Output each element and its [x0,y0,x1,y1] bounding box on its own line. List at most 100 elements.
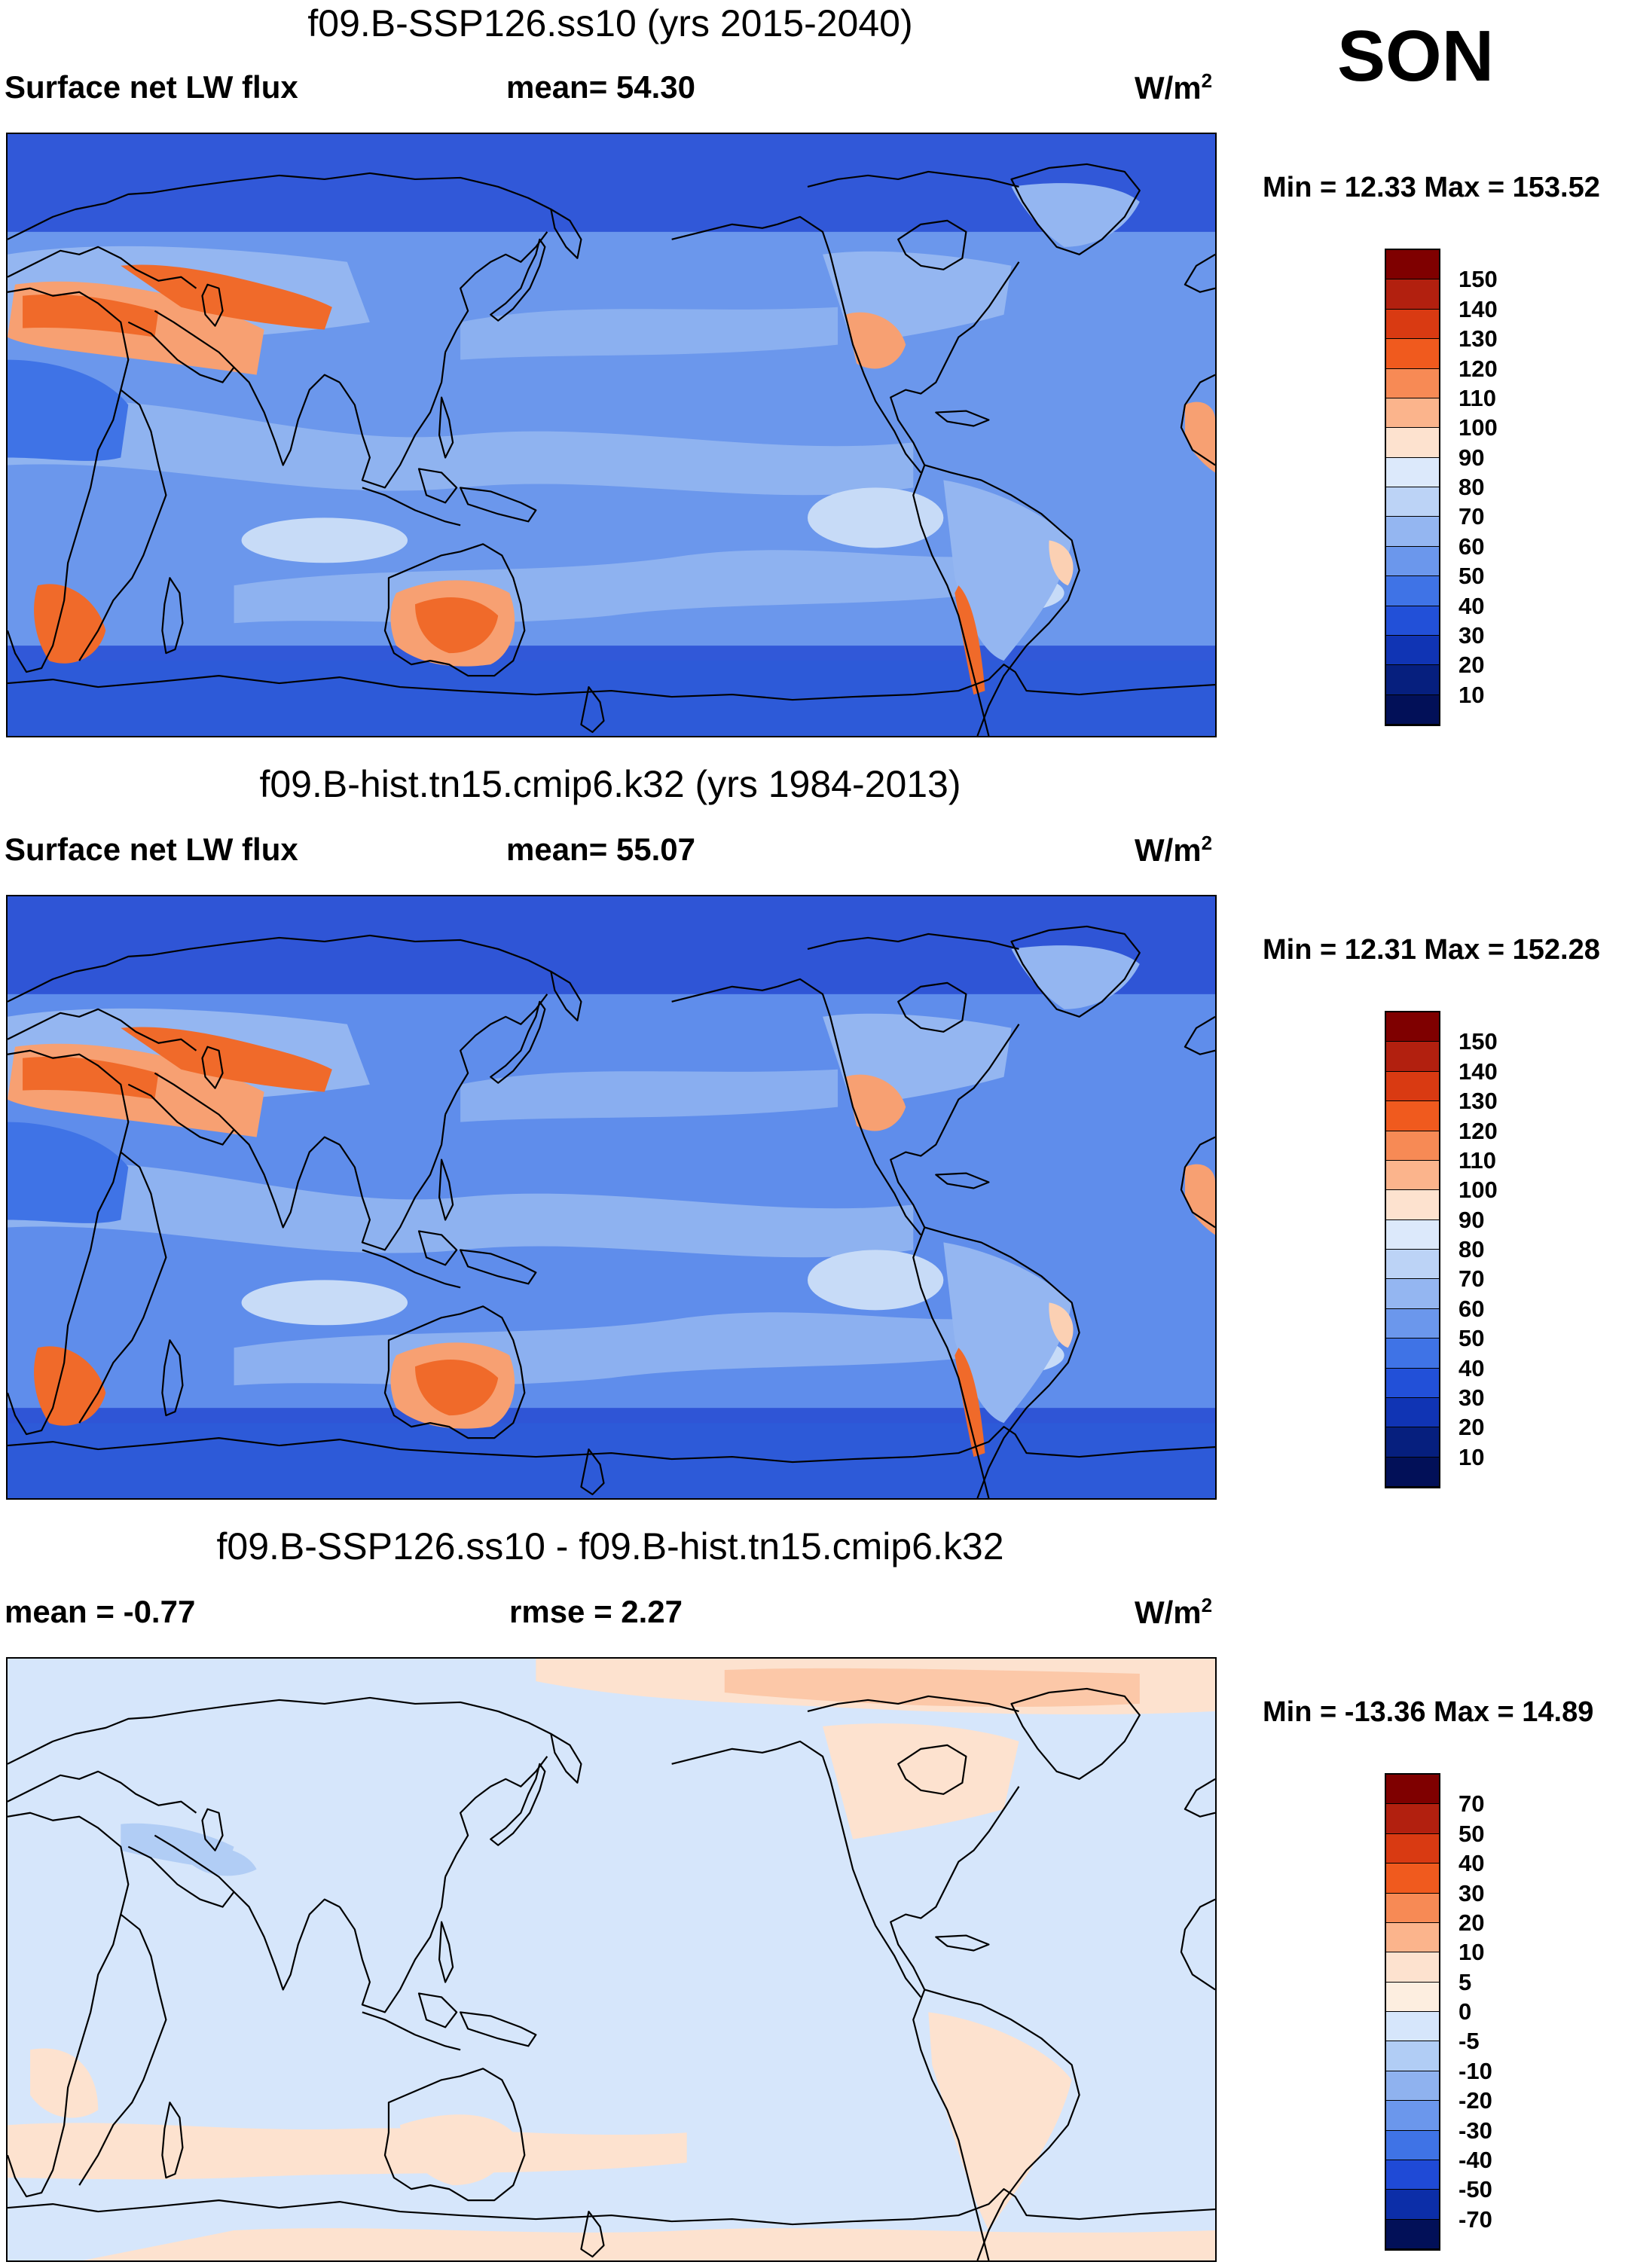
colorbar-swatch [1386,1279,1439,1309]
colorbar-tick-label: 0 [1459,1998,1472,2025]
central-asia-hot [121,264,332,330]
colorbar-tick-label: 40 [1459,1850,1485,1877]
colorbar-tick-label: 10 [1459,1443,1485,1470]
colorbar-tick-label: 90 [1459,1206,1485,1233]
colorbar-swatch [1386,2012,1439,2042]
panel-1-map [6,133,1217,737]
panel-1-colorbar: 150 140 130 120 110 100 90 80 70 60 50 40 30 20 10 [1385,249,1498,726]
panel-3-rmse: rmse = 2.27 [509,1594,683,1629]
south-america-field [943,480,1072,661]
greenland-field [1011,183,1140,247]
colorbar-tick-label: 100 [1459,414,1498,441]
sahara-hot-core [23,1056,159,1100]
colorbar-tick-label: -40 [1459,2146,1492,2173]
andes-hot-strip [955,1348,985,1458]
colorbar-swatch [1386,1864,1439,1894]
kalahari-field [34,584,106,664]
panel-2-map-svg [8,896,1215,1498]
colorbar-tick-label: 50 [1459,1325,1485,1352]
colorbar-swatch [1386,1804,1439,1834]
north-america-positive [823,1723,1019,1839]
panel-2-field-label: Surface net LW flux [5,832,298,867]
colorbar-swatch [1386,1190,1439,1220]
colorbar-tick-label: 100 [1459,1177,1498,1204]
panel-3-minmax: Min = -13.36 Max = 14.89 [1263,1696,1594,1728]
panel-2-title: f09.B-hist.tn15.cmip6.k32 (yrs 1984-2013… [259,763,961,805]
colorbar-tick-label: -30 [1459,2117,1492,2144]
panel-1-minmax: Min = 12.33 Max = 153.52 [1263,172,1600,203]
south-america-positive [928,2012,1072,2231]
antarctica-field [8,1423,1215,1498]
sw-us-field [845,1074,906,1131]
colorbar-tick-label: 30 [1459,1879,1485,1906]
pale-patch [241,517,408,563]
africa-east-wrap [1184,401,1215,473]
colorbar-swatch [1386,1397,1439,1428]
colorbar-swatch [1386,2130,1439,2160]
colorbar-tick-label: 110 [1459,384,1497,411]
colorbar-tick-label: 80 [1459,474,1485,500]
panel-3-title: f09.B-SSP126.ss10 - f09.B-hist.tn15.cmip… [216,1525,1004,1567]
colorbar-tick-label: 150 [1459,266,1498,293]
colorbar-swatch [1386,1101,1439,1131]
colorbar-swatch [1386,1012,1439,1042]
colorbar-swatch [1386,2071,1439,2102]
sw-us-field [845,312,906,369]
colorbar-swatch [1386,2160,1439,2190]
colorbar-tick-label: -20 [1459,2087,1492,2114]
panel-1-map-svg [8,134,1215,736]
panel-1-field-label: Surface net LW flux [5,69,298,105]
colorbar-swatch [1386,1457,1439,1487]
panel-2-map [6,895,1217,1500]
subtropic-band-north [460,1069,838,1122]
colorbar-swatch [1386,606,1439,636]
colorbar-swatch [1386,1250,1439,1280]
colorbar-tick-label: -50 [1459,2176,1492,2203]
colorbar-tick-label: 70 [1459,503,1485,530]
pale-patch [807,1250,944,1311]
africa-positive [30,2048,99,2118]
colorbar-swatch [1386,1160,1439,1191]
colorbar-tick-label: 50 [1459,563,1485,590]
panel-3-mean: mean = -0.77 [5,1594,196,1629]
greenland-field [1011,945,1140,1009]
panel-2-minmax: Min = 12.31 Max = 152.28 [1263,934,1600,966]
colorbar-tick-label: -10 [1459,2057,1492,2084]
panel-3-map-svg [8,1659,1215,2260]
colorbar-tick-label: 150 [1459,1028,1498,1055]
colorbar-tick-label: -70 [1459,2205,1492,2233]
sahara-hot-core [23,294,159,337]
colorbar-swatch [1386,1893,1439,1923]
panel-3-units: W/m2 [1135,1594,1213,1630]
colorbar-swatch [1386,2219,1439,2249]
antarctic-positive [83,2228,1215,2260]
colorbar-tick-label: 10 [1459,1939,1485,1966]
pale-patch [241,1280,408,1326]
colorbar-swatch [1386,1368,1439,1398]
colorbar-swatch [1386,665,1439,695]
australia-hot-core [415,597,499,654]
colorbar-swatch [1386,279,1439,310]
colorbar-tick-label: 5 [1459,1968,1472,1995]
panel-2-units: W/m2 [1135,832,1213,868]
colorbar-swatch [1386,1339,1439,1369]
colorbar-swatch [1386,1071,1439,1102]
colorbar-swatch [1386,250,1439,280]
kalahari-field [34,1346,106,1426]
australia-positive [399,2114,514,2186]
panel-2-mean: mean= 55.07 [506,832,696,867]
colorbar-swatch [1386,1952,1439,1983]
colorbar-tick-label: 50 [1459,1820,1485,1847]
africa-east-wrap [1184,1164,1215,1235]
colorbar-tick-label: 10 [1459,681,1485,708]
central-asia-hot [121,1027,332,1092]
colorbar-tick-label: 140 [1459,295,1498,322]
colorbar-tick-label: 120 [1459,355,1498,382]
panel-1-units: W/m2 [1135,69,1213,105]
colorbar-swatch [1386,1775,1439,1805]
colorbar-tick-label: 30 [1459,1384,1485,1411]
ne-brazil-field [1049,540,1074,586]
colorbar-tick-label: 20 [1459,1414,1485,1441]
colorbar-swatch [1386,2101,1439,2131]
